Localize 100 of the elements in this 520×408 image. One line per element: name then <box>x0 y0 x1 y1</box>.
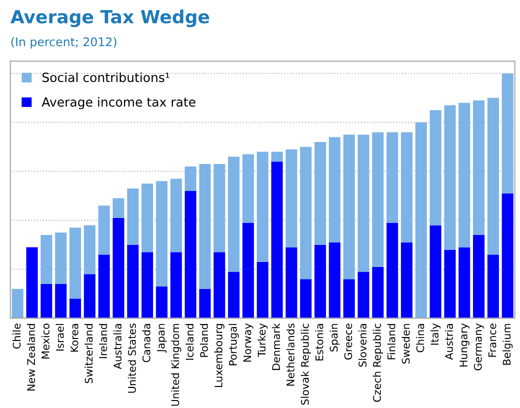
bar <box>372 132 384 267</box>
bar <box>142 184 154 252</box>
bar <box>55 232 67 284</box>
bar <box>69 298 82 318</box>
bar <box>12 288 24 318</box>
bar <box>184 190 196 318</box>
chart-subtitle: (In percent; 2012) <box>11 37 116 49</box>
bar <box>415 122 427 318</box>
bar <box>112 198 124 218</box>
bar <box>458 102 470 248</box>
x-tick-label: Mexico <box>41 324 50 358</box>
bar <box>286 247 298 318</box>
bar <box>502 193 514 318</box>
bar <box>127 188 139 245</box>
bar <box>26 247 38 318</box>
bar <box>487 254 499 318</box>
bar <box>343 134 355 280</box>
bar <box>400 242 412 318</box>
x-tick-label: United States <box>128 324 136 393</box>
bar <box>271 162 283 318</box>
x-tick-label: Switzerland <box>84 324 93 384</box>
bar <box>444 105 456 250</box>
bar <box>473 235 485 318</box>
bar <box>228 272 240 318</box>
bar <box>300 146 312 280</box>
bar <box>84 274 96 318</box>
x-tick-label: Canada <box>142 324 150 362</box>
x-tick-label: China <box>416 324 424 352</box>
bar <box>214 164 226 252</box>
x-tick-label: Netherlands <box>286 324 294 386</box>
bar <box>170 252 182 318</box>
bar <box>502 73 514 194</box>
bar <box>184 166 196 191</box>
x-tick-label: Estonia <box>315 324 324 360</box>
legend-label: Social contributions¹ <box>42 72 170 82</box>
bar <box>156 286 168 318</box>
bar <box>40 284 52 318</box>
bar <box>400 132 412 242</box>
x-tick-label: Germany <box>474 323 484 370</box>
bar <box>142 252 154 318</box>
x-tick-label: Spain <box>330 324 340 352</box>
bar <box>69 228 82 299</box>
x-tick-label: Italy <box>430 323 441 345</box>
legend-label: Average income tax rate <box>42 97 196 110</box>
x-tick-label: Austria <box>444 324 453 360</box>
bar <box>314 244 326 318</box>
bar <box>458 247 470 318</box>
bar <box>343 279 355 318</box>
bar <box>199 288 211 318</box>
bar <box>286 149 298 248</box>
bar <box>444 250 456 318</box>
x-tick-label: Iceland <box>186 324 194 360</box>
x-tick-label: Australia <box>113 324 122 370</box>
bar <box>55 284 67 318</box>
x-tick-label: Hungary <box>460 323 470 367</box>
bar <box>358 134 370 272</box>
bar <box>112 218 124 318</box>
x-tick-label: Portugal <box>228 324 239 366</box>
bar <box>256 262 268 318</box>
x-tick-label: Turkey <box>258 323 268 358</box>
bar <box>214 252 226 318</box>
bar <box>430 110 442 226</box>
x-tick-label: Sweden <box>402 324 410 364</box>
x-tick-label: Slovenia <box>358 324 366 367</box>
bar <box>386 222 398 318</box>
bar <box>98 206 110 255</box>
x-tick-label: Israel <box>56 324 64 351</box>
x-tick-label: Greece <box>344 324 352 360</box>
x-tick-label: Korea <box>70 324 78 352</box>
bar <box>256 152 268 262</box>
x-tick-label: Finland <box>387 324 396 360</box>
x-tick-label: Norway <box>243 323 254 362</box>
bar <box>40 235 52 284</box>
bar <box>156 181 168 286</box>
bar <box>271 152 283 162</box>
bar <box>98 254 110 318</box>
x-tick-label: New Zealand <box>26 324 36 391</box>
bar <box>328 137 340 242</box>
x-tick-label: France <box>488 324 496 357</box>
bar <box>127 244 139 318</box>
x-tick-label: Chile <box>12 324 21 349</box>
bar <box>242 222 254 318</box>
x-tick-label: Belgium <box>502 324 513 365</box>
bar <box>84 225 96 274</box>
bar <box>487 98 499 255</box>
bar <box>386 132 398 223</box>
x-tick-label: Denmark <box>272 323 280 370</box>
chart-title: Average Tax Wedge <box>10 10 210 28</box>
bar <box>430 225 442 318</box>
x-tick-label: Slovak Republic <box>300 324 311 405</box>
bar <box>314 142 326 245</box>
x-tick-label: United Kingdom <box>171 324 182 406</box>
bar <box>199 164 211 289</box>
x-tick-label: Ireland <box>99 324 108 358</box>
bar <box>300 279 312 318</box>
x-tick-label: Czech Republic <box>372 324 383 402</box>
bar <box>242 154 254 223</box>
bar <box>228 156 240 272</box>
x-tick-label: Poland <box>200 324 208 357</box>
x-tick-label: Luxembourg <box>214 324 224 387</box>
